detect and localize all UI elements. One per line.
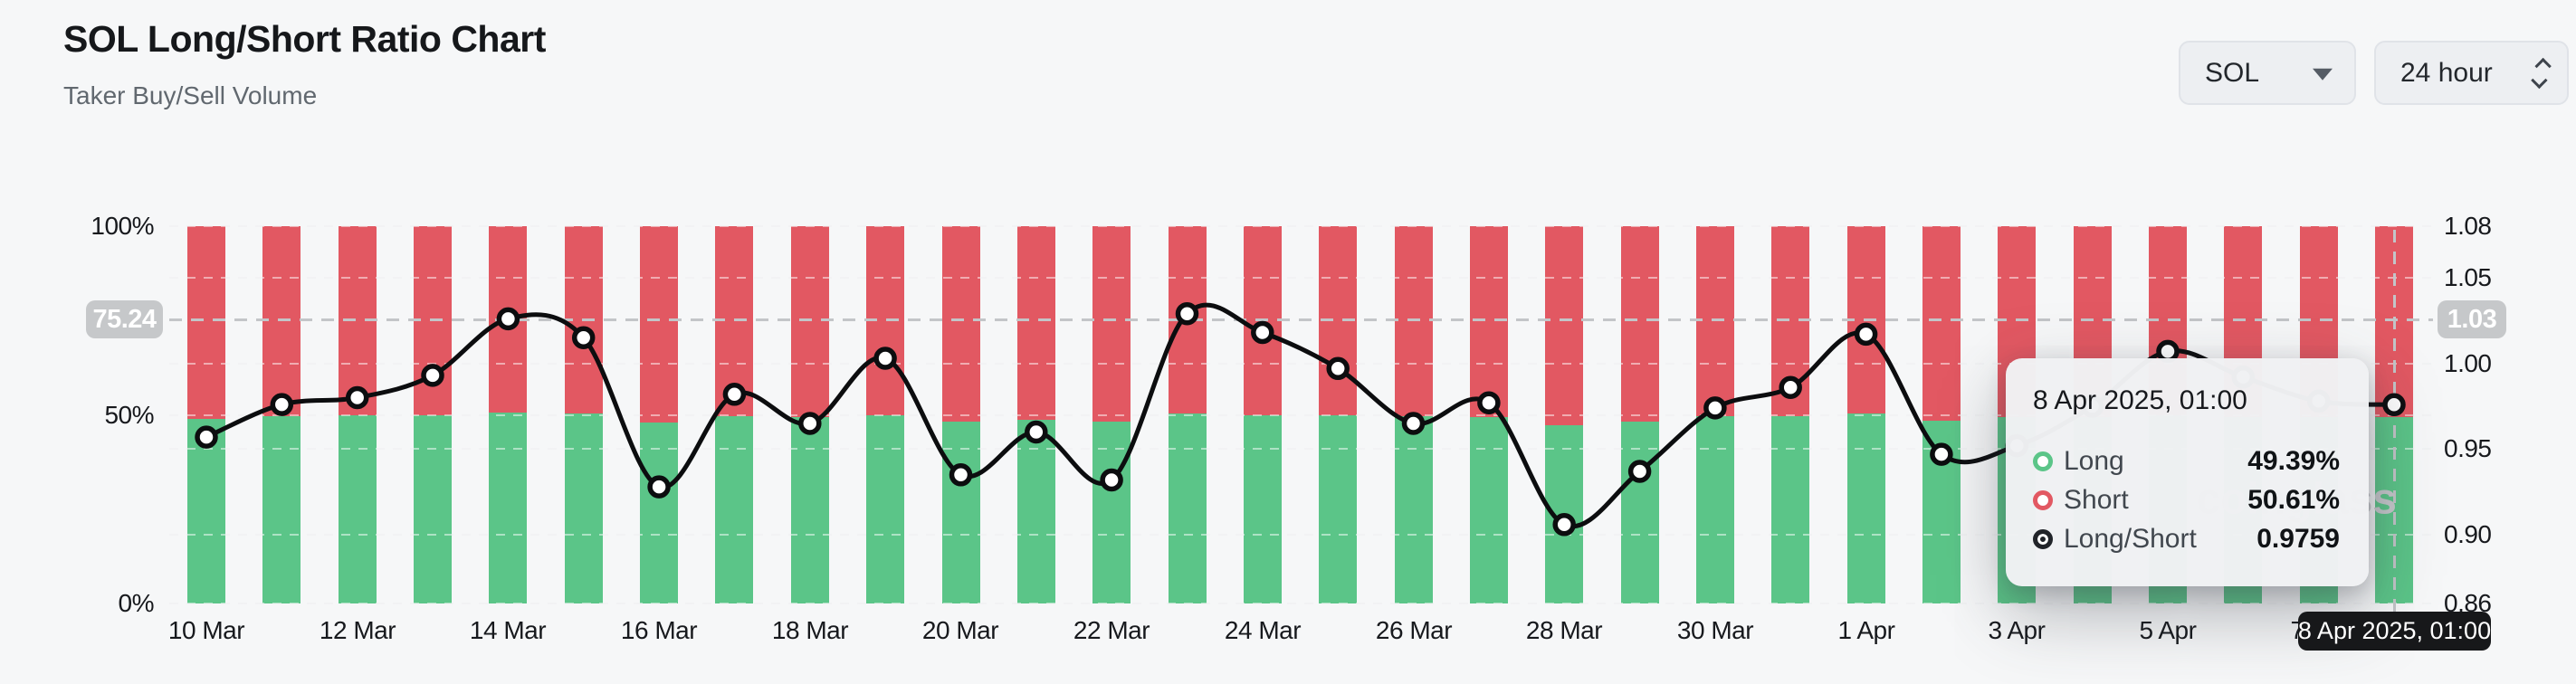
long-bar-segment[interactable] xyxy=(338,415,377,603)
gridline-overlay xyxy=(169,603,2433,604)
crosshair-horizontal xyxy=(169,318,2433,321)
short-bar-segment[interactable] xyxy=(640,226,679,423)
long-bar-segment[interactable] xyxy=(1545,425,1584,603)
left-axis-tick: 100% xyxy=(91,212,154,240)
x-axis-tick: 22 Mar xyxy=(1073,616,1150,644)
x-axis-tick: 24 Mar xyxy=(1224,616,1302,644)
long-bar-segment[interactable] xyxy=(1846,413,1885,603)
chart-tooltip: 8 Apr 2025, 01:00 Long 49.39% Short 50.6… xyxy=(2006,358,2369,586)
left-axis-tick: 50% xyxy=(104,401,154,429)
gridline-overlay xyxy=(169,534,2433,536)
x-axis-tick: 16 Mar xyxy=(620,616,698,644)
long-bar-segment[interactable] xyxy=(1243,415,1282,603)
x-axis-tick: 28 Mar xyxy=(1525,616,1603,644)
long-bar-segment[interactable] xyxy=(640,423,679,603)
x-axis-tick: 18 Mar xyxy=(771,616,849,644)
long-bar-segment[interactable] xyxy=(564,413,603,603)
right-axis-tick: 1.00 xyxy=(2444,349,2492,377)
tooltip-row-ratio: Long/Short 0.9759 xyxy=(2033,519,2340,558)
x-axis-tick: 12 Mar xyxy=(319,616,396,644)
x-axis-tick: 1 Apr xyxy=(1837,616,1895,644)
chevron-down-icon xyxy=(2313,68,2333,81)
x-axis-tick: 14 Mar xyxy=(469,616,547,644)
gridline-overlay xyxy=(169,277,2433,279)
x-axis-tick: 20 Mar xyxy=(921,616,999,644)
short-bar-segment[interactable] xyxy=(1620,226,1659,422)
short-bar-segment[interactable] xyxy=(1469,226,1508,417)
long-bar-segment[interactable] xyxy=(414,414,452,603)
short-bar-segment[interactable] xyxy=(1545,226,1584,426)
gridline-overlay xyxy=(169,225,2433,227)
short-bar-segment[interactable] xyxy=(1092,226,1131,422)
x-axis-tick: 26 Mar xyxy=(1375,616,1453,644)
long-bar-segment[interactable] xyxy=(790,417,829,603)
left-axis-tick: 0% xyxy=(118,589,155,617)
crosshair-date-badge: 8 Apr 2025, 01:00 xyxy=(2298,612,2491,651)
interval-select[interactable]: 24 hour xyxy=(2374,41,2569,105)
short-bar-segment[interactable] xyxy=(1016,226,1055,420)
x-axis-tick: 30 Mar xyxy=(1676,616,1754,644)
long-bar-segment[interactable] xyxy=(1168,413,1207,603)
long-bar-segment[interactable] xyxy=(262,415,301,603)
tooltip-row-short: Short 50.61% xyxy=(2033,480,2340,519)
long-bar-segment[interactable] xyxy=(1771,416,1810,603)
right-axis-tick: 0.90 xyxy=(2444,520,2492,548)
long-short-marker-icon xyxy=(2033,528,2053,549)
interval-select-value: 24 hour xyxy=(2400,57,2493,88)
long-bar-segment[interactable] xyxy=(489,413,528,603)
page-title: SOL Long/Short Ratio Chart xyxy=(63,18,546,60)
long-marker-icon xyxy=(2033,451,2053,471)
crosshair-left-badge: 75.24 xyxy=(86,300,163,338)
long-bar-segment[interactable] xyxy=(1469,417,1508,603)
symbol-select[interactable]: SOL xyxy=(2179,41,2356,105)
long-bar-segment[interactable] xyxy=(866,415,905,603)
crosshair-right-badge: 1.03 xyxy=(2438,300,2506,338)
right-axis-tick: 0.95 xyxy=(2444,434,2492,462)
short-bar-segment[interactable] xyxy=(187,226,225,420)
x-axis-tick: 10 Mar xyxy=(167,616,245,644)
short-bar-segment[interactable] xyxy=(1771,226,1810,417)
right-axis-tick: 1.08 xyxy=(2444,212,2492,240)
short-bar-segment[interactable] xyxy=(1922,226,1961,422)
long-bar-segment[interactable] xyxy=(187,419,225,603)
x-axis-tick: 3 Apr xyxy=(1988,616,2046,644)
short-marker-icon xyxy=(2033,489,2053,510)
short-bar-segment[interactable] xyxy=(1695,226,1734,417)
right-axis-tick: 1.05 xyxy=(2444,263,2492,291)
page-subtitle: Taker Buy/Sell Volume xyxy=(63,81,318,109)
long-bar-segment[interactable] xyxy=(1695,416,1734,603)
crosshair-vertical xyxy=(2393,226,2396,612)
short-bar-segment[interactable] xyxy=(1394,226,1433,417)
long-bar-segment[interactable] xyxy=(1394,416,1433,603)
long-bar-segment[interactable] xyxy=(715,416,754,603)
long-bar-segment[interactable] xyxy=(1319,415,1358,603)
symbol-select-value: SOL xyxy=(2205,57,2260,88)
tooltip-row-long: Long 49.39% xyxy=(2033,442,2340,480)
short-bar-segment[interactable] xyxy=(790,226,829,418)
x-axis-tick: 5 Apr xyxy=(2139,616,2197,644)
tooltip-date: 8 Apr 2025, 01:00 xyxy=(2033,385,2247,415)
short-bar-segment[interactable] xyxy=(715,226,754,417)
short-bar-segment[interactable] xyxy=(941,226,980,422)
